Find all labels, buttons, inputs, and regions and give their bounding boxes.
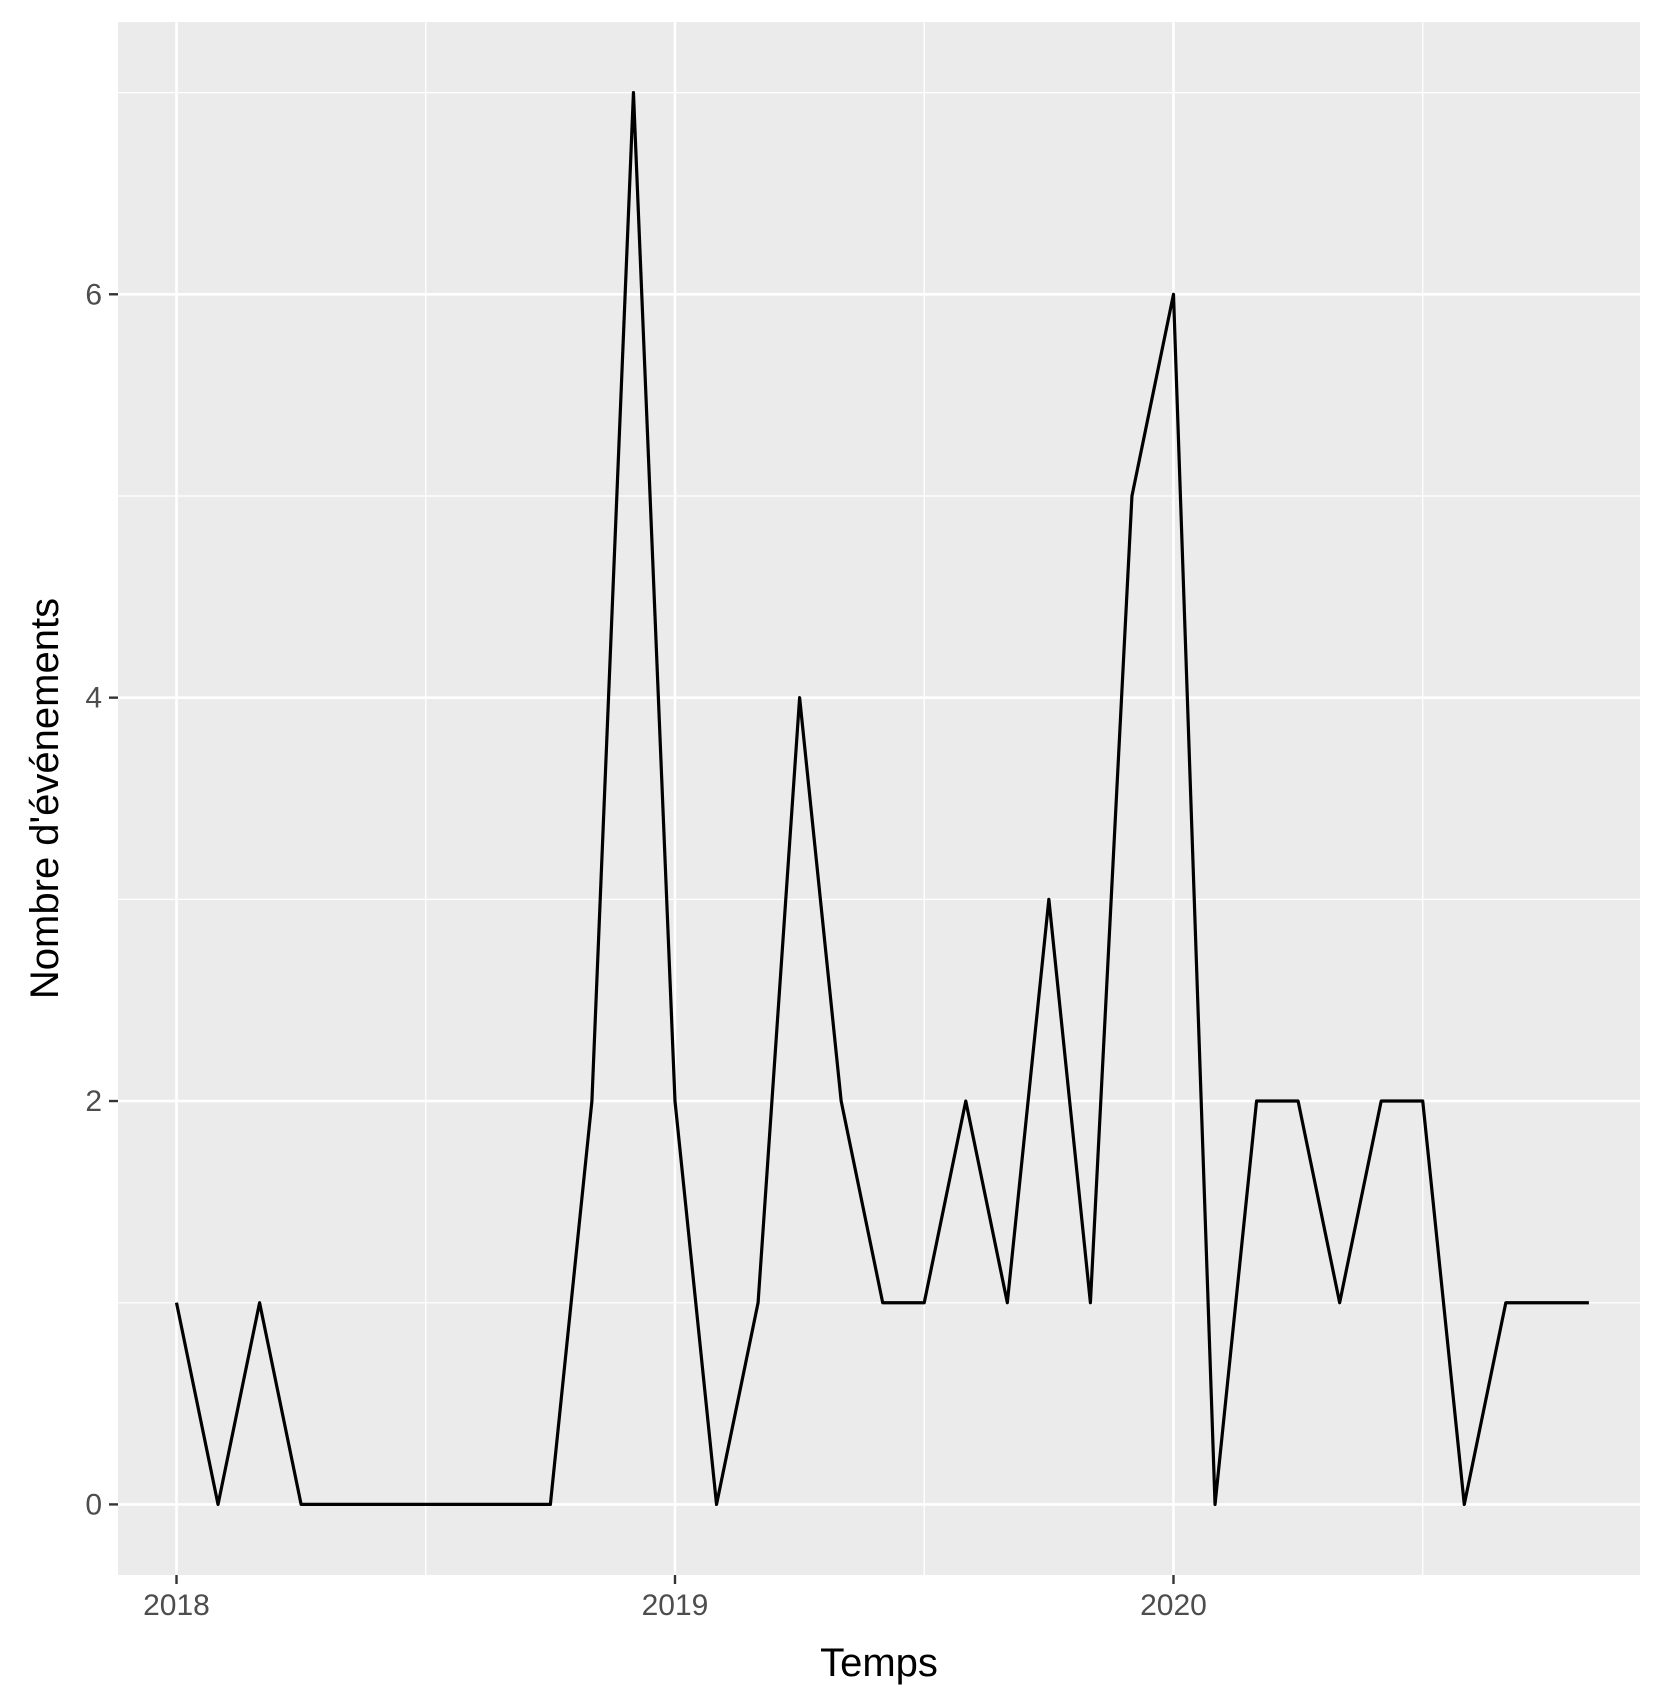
y-axis-title: Nombre d'événements [23,598,67,999]
x-axis: 2018 2019 2020 [143,1575,1207,1622]
x-tick-label: 2019 [642,1589,709,1622]
plot-panel [118,22,1640,1575]
x-axis-title: Temps [820,1641,938,1685]
y-tick-label: 0 [85,1488,102,1521]
series-line [174,90,1589,1507]
x-tick-label: 2020 [1140,1589,1207,1622]
y-tick-label: 4 [85,682,102,715]
y-axis: 0 2 4 6 [85,278,118,1521]
y-tick-label: 6 [85,278,102,311]
minor-gridlines [118,22,1640,1575]
x-tick-label: 2018 [143,1589,210,1622]
y-tick-label: 2 [85,1085,102,1118]
